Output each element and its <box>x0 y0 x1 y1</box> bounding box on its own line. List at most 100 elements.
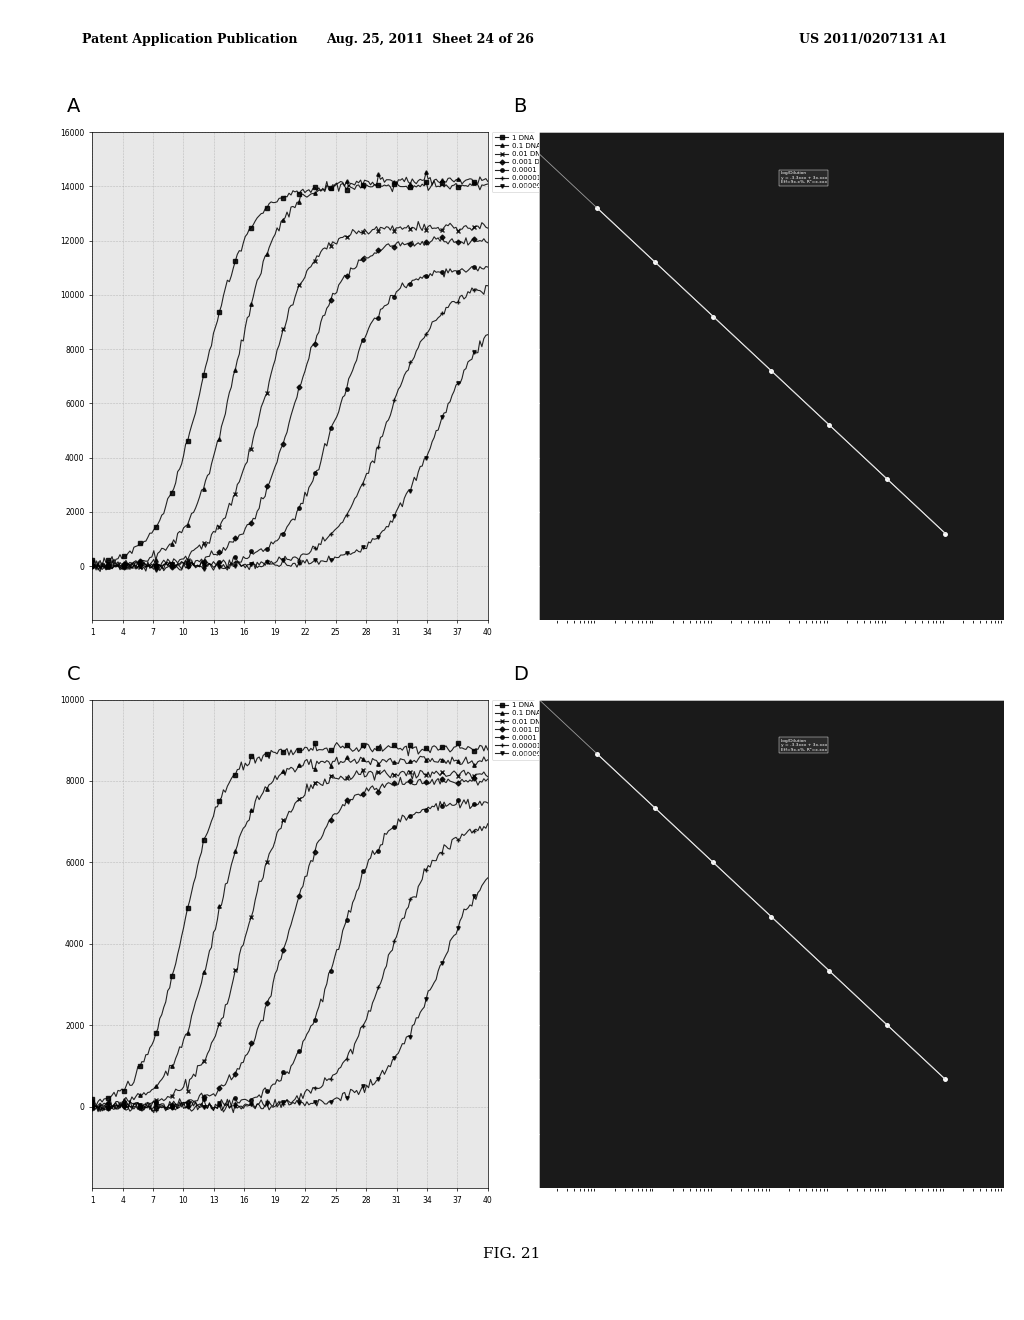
0.00001 DNA <box>464 821 476 837</box>
Line: 1 DNA: 1 DNA <box>90 180 489 569</box>
0.1 DNA <box>414 748 426 764</box>
0.000001 DNA <box>481 870 494 886</box>
0.00001 DNA <box>227 1105 240 1121</box>
0.01 DNA <box>452 223 464 239</box>
Line: 0.01 DNA: 0.01 DNA <box>90 768 489 1111</box>
0.0001 DNA <box>466 799 478 814</box>
0.00001 DNA <box>86 1100 98 1115</box>
0.000001 DNA <box>110 557 122 573</box>
Line: 0.000001 DNA: 0.000001 DNA <box>90 333 489 573</box>
0.001 DNA <box>452 234 464 249</box>
Text: B: B <box>513 98 526 116</box>
0.001 DNA <box>110 557 122 573</box>
0.000001 DNA <box>147 1105 160 1121</box>
0.01 DNA <box>86 554 98 570</box>
0.1 DNA <box>466 172 478 187</box>
1 DNA <box>96 560 109 576</box>
0.01 DNA <box>356 762 369 777</box>
Y-axis label: Ct: Ct <box>512 374 517 379</box>
0.1 DNA <box>420 164 432 180</box>
Text: US 2011/0207131 A1: US 2011/0207131 A1 <box>799 33 947 46</box>
0.000001 DNA <box>110 1101 122 1117</box>
Line: 0.0001 DNA: 0.0001 DNA <box>90 797 489 1113</box>
1 DNA <box>86 552 98 568</box>
0.00001 DNA <box>481 277 494 293</box>
1 DNA <box>162 983 174 999</box>
0.000001 DNA <box>450 378 462 393</box>
0.0001 DNA <box>103 1096 116 1111</box>
0.0001 DNA <box>481 259 494 275</box>
0.000001 DNA <box>162 554 174 570</box>
0.01 DNA <box>466 770 478 785</box>
0.1 DNA <box>112 558 124 574</box>
0.001 DNA <box>162 1098 174 1114</box>
0.000001 DNA <box>194 558 206 574</box>
Line: 0.1 DNA: 0.1 DNA <box>90 755 489 1113</box>
0.000001 DNA <box>162 1102 174 1118</box>
0.000001 DNA <box>102 556 115 572</box>
0.00001 DNA <box>110 1097 122 1113</box>
0.001 DNA <box>394 770 407 785</box>
0.0001 DNA <box>162 1100 174 1115</box>
Line: 0.00001 DNA: 0.00001 DNA <box>90 284 489 573</box>
0.0001 DNA <box>86 1094 98 1110</box>
Line: 0.001 DNA: 0.001 DNA <box>90 776 489 1111</box>
0.00001 DNA <box>191 1102 204 1118</box>
0.000001 DNA <box>102 1101 115 1117</box>
Text: Patent Application Publication: Patent Application Publication <box>82 33 297 46</box>
0.00001 DNA <box>450 829 462 845</box>
0.0001 DNA <box>464 260 476 276</box>
0.01 DNA <box>86 1097 98 1113</box>
0.01 DNA <box>92 1102 104 1118</box>
0.000001 DNA <box>194 1096 206 1111</box>
Title: Standard Curve: Standard Curve <box>744 124 799 131</box>
Line: 0.000001 DNA: 0.000001 DNA <box>90 876 489 1114</box>
1 DNA <box>86 1092 98 1107</box>
1 DNA <box>194 850 206 866</box>
1 DNA <box>112 550 124 566</box>
1 DNA <box>466 741 478 756</box>
0.1 DNA <box>452 172 464 187</box>
0.001 DNA <box>86 558 98 574</box>
Line: 0.0001 DNA: 0.0001 DNA <box>90 265 489 572</box>
0.0001 DNA <box>94 1104 106 1119</box>
0.01 DNA <box>92 562 104 578</box>
0.0001 DNA <box>481 795 494 810</box>
Text: Log/Dilution
y = -3.3xxx + 3x.xxx
Eff=9x.x%, R²=x.xxx: Log/Dilution y = -3.3xxx + 3x.xxx Eff=9x… <box>780 739 827 752</box>
0.1 DNA <box>481 174 494 190</box>
0.0001 DNA <box>194 1100 206 1115</box>
0.1 DNA <box>481 752 494 768</box>
0.01 DNA <box>112 1101 124 1117</box>
0.01 DNA <box>194 1057 206 1073</box>
0.01 DNA <box>103 558 116 574</box>
0.01 DNA <box>162 1089 174 1105</box>
0.001 DNA <box>102 557 115 573</box>
Line: 0.00001 DNA: 0.00001 DNA <box>90 822 489 1114</box>
0.1 DNA <box>86 1093 98 1109</box>
0.00001 DNA <box>103 560 116 576</box>
0.000001 DNA <box>450 927 462 942</box>
0.1 DNA <box>452 752 464 768</box>
0.01 DNA <box>452 768 464 784</box>
0.0001 DNA <box>86 557 98 573</box>
0.0001 DNA <box>114 562 126 578</box>
0.1 DNA <box>86 558 98 574</box>
0.01 DNA <box>466 223 478 239</box>
Line: 0.01 DNA: 0.01 DNA <box>90 220 489 572</box>
0.1 DNA <box>103 558 116 574</box>
Legend: 1 DNA, 0.1 DNA, 0.01 DNA, 0.001 DNA, 0.0001 DNA, 0.00001 DNA, 0.000001 DNA: 1 DNA, 0.1 DNA, 0.01 DNA, 0.001 DNA, 0.0… <box>492 132 566 191</box>
0.1 DNA <box>90 562 102 578</box>
1 DNA <box>428 173 440 189</box>
0.001 DNA <box>481 235 494 251</box>
0.1 DNA <box>162 1068 174 1084</box>
0.001 DNA <box>110 1097 122 1113</box>
Text: A: A <box>67 98 80 116</box>
0.000001 DNA <box>464 352 476 368</box>
0.01 DNA <box>103 1090 116 1106</box>
1 DNA <box>162 491 174 507</box>
0.001 DNA <box>436 228 449 244</box>
1 DNA <box>481 176 494 191</box>
0.000001 DNA <box>481 327 494 343</box>
0.0001 DNA <box>162 558 174 574</box>
0.001 DNA <box>452 775 464 791</box>
